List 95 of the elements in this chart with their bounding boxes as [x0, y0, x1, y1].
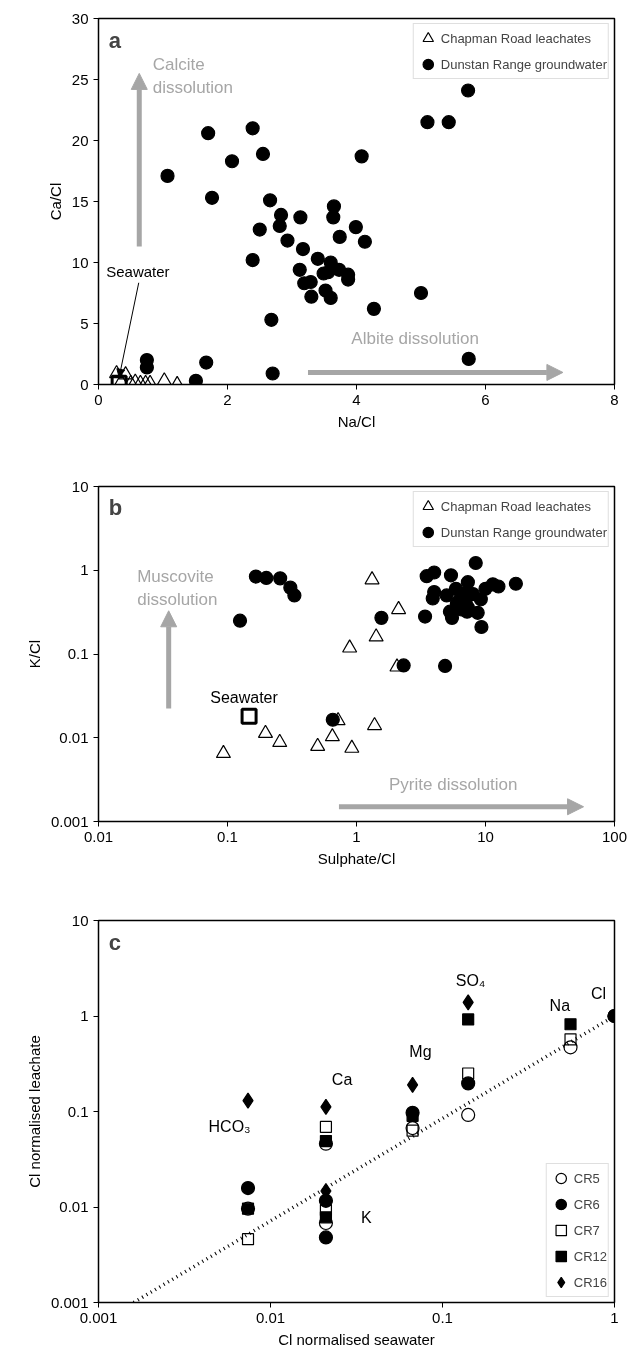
- y-tick-label: 20: [71, 131, 89, 149]
- y-tick-label: 10: [71, 253, 89, 271]
- y-axis-title: K/Cl: [25, 639, 43, 669]
- x-tick-label: 2: [223, 390, 232, 408]
- x-tick-label: 1: [352, 827, 361, 845]
- point: [272, 218, 287, 233]
- y-tick-label: 30: [71, 9, 89, 27]
- annotation: Cl: [590, 984, 607, 1002]
- legend-label: CR5: [573, 1170, 600, 1186]
- y-tick-label: 15: [71, 192, 89, 210]
- point: [357, 234, 372, 249]
- annotation: Muscovite dissolution: [137, 566, 218, 609]
- x-tick-label: 0.1: [217, 827, 238, 845]
- chart-title: a: [108, 27, 122, 53]
- y-tick-label: 1: [80, 561, 89, 579]
- point: [204, 190, 220, 205]
- annotation: Albite dissolution: [351, 328, 479, 348]
- point: [245, 121, 260, 136]
- legend-label: CR6: [573, 1196, 600, 1212]
- y-tick-label: 0.001: [50, 1293, 89, 1311]
- point: [255, 146, 271, 162]
- legend-label: Dunstan Range groundwater: [440, 524, 607, 540]
- x-tick-label: 8: [610, 390, 619, 408]
- point: [199, 355, 214, 370]
- y-tick-label: 0.01: [59, 1198, 89, 1215]
- point: [117, 366, 134, 380]
- y-tick-label: 0.01: [59, 728, 89, 746]
- legend-label: Chapman Road leachates: [440, 498, 592, 514]
- x-tick-label: 100: [601, 827, 628, 845]
- annotation: K: [360, 1209, 372, 1227]
- chart-title: c: [108, 930, 122, 956]
- point: [280, 233, 295, 248]
- annotation: Mg: [409, 1043, 432, 1061]
- point: [224, 154, 240, 169]
- x-axis-title: Cl normalised seawater: [278, 1330, 435, 1348]
- point: [292, 262, 307, 277]
- point: [265, 366, 280, 381]
- point: [420, 115, 435, 130]
- point: [441, 115, 456, 130]
- x-axis-title: Sulphate/Cl: [317, 849, 396, 867]
- legend-label: CR16: [573, 1274, 607, 1290]
- legend-label: Dunstan Range groundwater: [440, 56, 607, 72]
- x-tick-label: 6: [481, 390, 490, 408]
- point: [323, 290, 338, 305]
- chart-title: b: [108, 494, 123, 520]
- legend-label: CR7: [573, 1222, 600, 1238]
- point: [245, 252, 260, 268]
- y-tick-label: 25: [71, 70, 89, 88]
- x-tick-label: 0: [94, 390, 103, 408]
- point: [108, 364, 125, 379]
- annotation: HCO₃: [208, 1118, 251, 1136]
- y-tick-label: 10: [71, 477, 89, 495]
- point: [156, 372, 172, 385]
- legend-label: CR12: [573, 1248, 607, 1264]
- point: [188, 373, 203, 385]
- x-tick-label: 10: [477, 827, 494, 845]
- annotation: Ca: [331, 1070, 353, 1088]
- point: [332, 229, 347, 244]
- y-tick-label: 1: [80, 1007, 89, 1024]
- point: [252, 222, 267, 237]
- x-tick-label: 1: [610, 1308, 619, 1326]
- point: [461, 351, 476, 366]
- annotation: Calcite dissolution: [152, 55, 234, 97]
- x-tick-label: 0.1: [432, 1308, 453, 1326]
- annotation: Na: [549, 996, 571, 1014]
- point: [293, 210, 308, 225]
- y-tick-label: 10: [71, 911, 89, 929]
- annotation: Pyrite dissolution: [389, 775, 518, 795]
- point: [295, 241, 311, 257]
- point: [310, 251, 325, 266]
- x-tick-label: 4: [352, 390, 361, 408]
- x-tick-label: 0.01: [255, 1308, 286, 1326]
- y-tick-label: 0.1: [67, 1102, 89, 1120]
- point: [262, 193, 278, 208]
- x-axis-title: Na/Cl: [337, 412, 376, 430]
- annotation: SO₄: [455, 971, 486, 989]
- y-axis-title: Cl normalised leachate: [25, 1035, 43, 1188]
- y-axis-title: Ca/Cl: [46, 182, 64, 221]
- point: [326, 210, 341, 225]
- annotation: Seawater: [210, 688, 279, 706]
- y-tick-label: 5: [80, 314, 89, 332]
- point: [348, 220, 363, 235]
- point: [264, 312, 279, 327]
- y-tick-label: 0: [80, 375, 89, 393]
- point: [201, 126, 216, 141]
- point: [160, 168, 175, 183]
- point: [354, 149, 369, 164]
- annotation: Seawater: [106, 263, 170, 281]
- legend-label: Chapman Road leachates: [440, 30, 592, 46]
- point: [366, 301, 382, 316]
- point: [460, 83, 476, 98]
- y-tick-label: 0.1: [67, 645, 89, 662]
- y-tick-label: 0.001: [50, 812, 89, 830]
- point: [304, 289, 319, 304]
- point: [413, 285, 429, 301]
